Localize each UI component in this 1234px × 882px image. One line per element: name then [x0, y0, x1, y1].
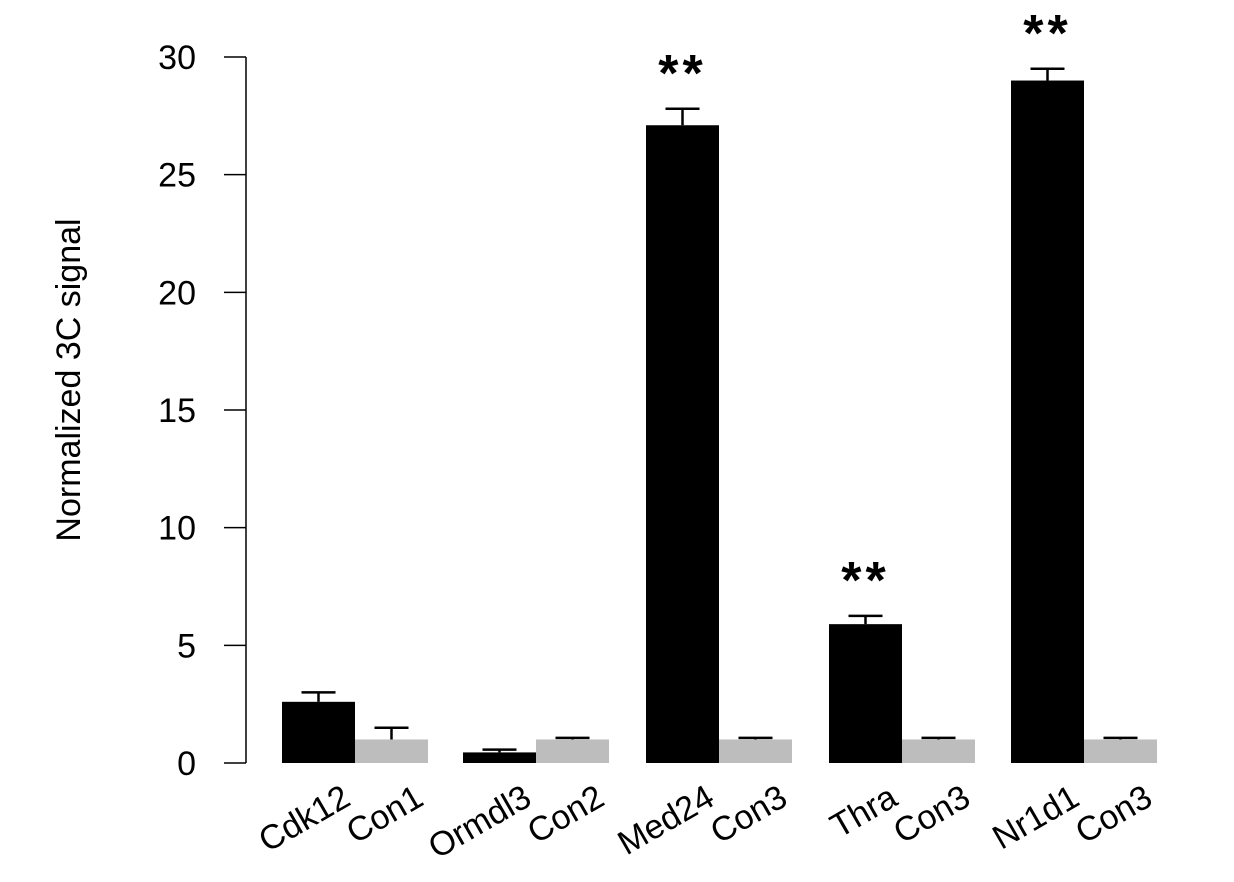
y-axis: 0 5 10 15 20 25 30	[158, 39, 247, 783]
bar	[902, 739, 975, 763]
significance-label: **	[658, 45, 706, 103]
category-label: Con1	[340, 778, 429, 852]
bar	[719, 739, 792, 763]
category-label: Con3	[1069, 778, 1158, 852]
bar	[463, 752, 536, 763]
category-label: Thra	[824, 778, 904, 846]
bar	[829, 624, 902, 763]
y-axis-title: Normalized 3C signal	[50, 218, 88, 541]
bar	[282, 701, 355, 763]
category-label: Con3	[704, 778, 793, 852]
y-tick-label: 30	[158, 39, 196, 77]
y-tick-label: 0	[177, 745, 196, 783]
bar	[536, 739, 609, 763]
bar	[355, 739, 428, 763]
y-tick-label: 15	[158, 392, 196, 430]
category-label: Con3	[887, 778, 976, 852]
bar	[1011, 80, 1084, 764]
bar	[1084, 739, 1157, 763]
category-label: Con2	[521, 778, 610, 852]
significance-label: **	[841, 552, 889, 610]
bars: ** ** **	[282, 5, 1157, 764]
y-tick-label: 10	[158, 510, 196, 548]
y-tick-label: 20	[158, 274, 196, 312]
category-label: Ormdl3	[422, 778, 538, 867]
y-tick-label: 25	[158, 157, 196, 195]
y-tick-label: 5	[177, 627, 196, 665]
significance-label: **	[1023, 5, 1071, 63]
bar	[646, 125, 719, 764]
